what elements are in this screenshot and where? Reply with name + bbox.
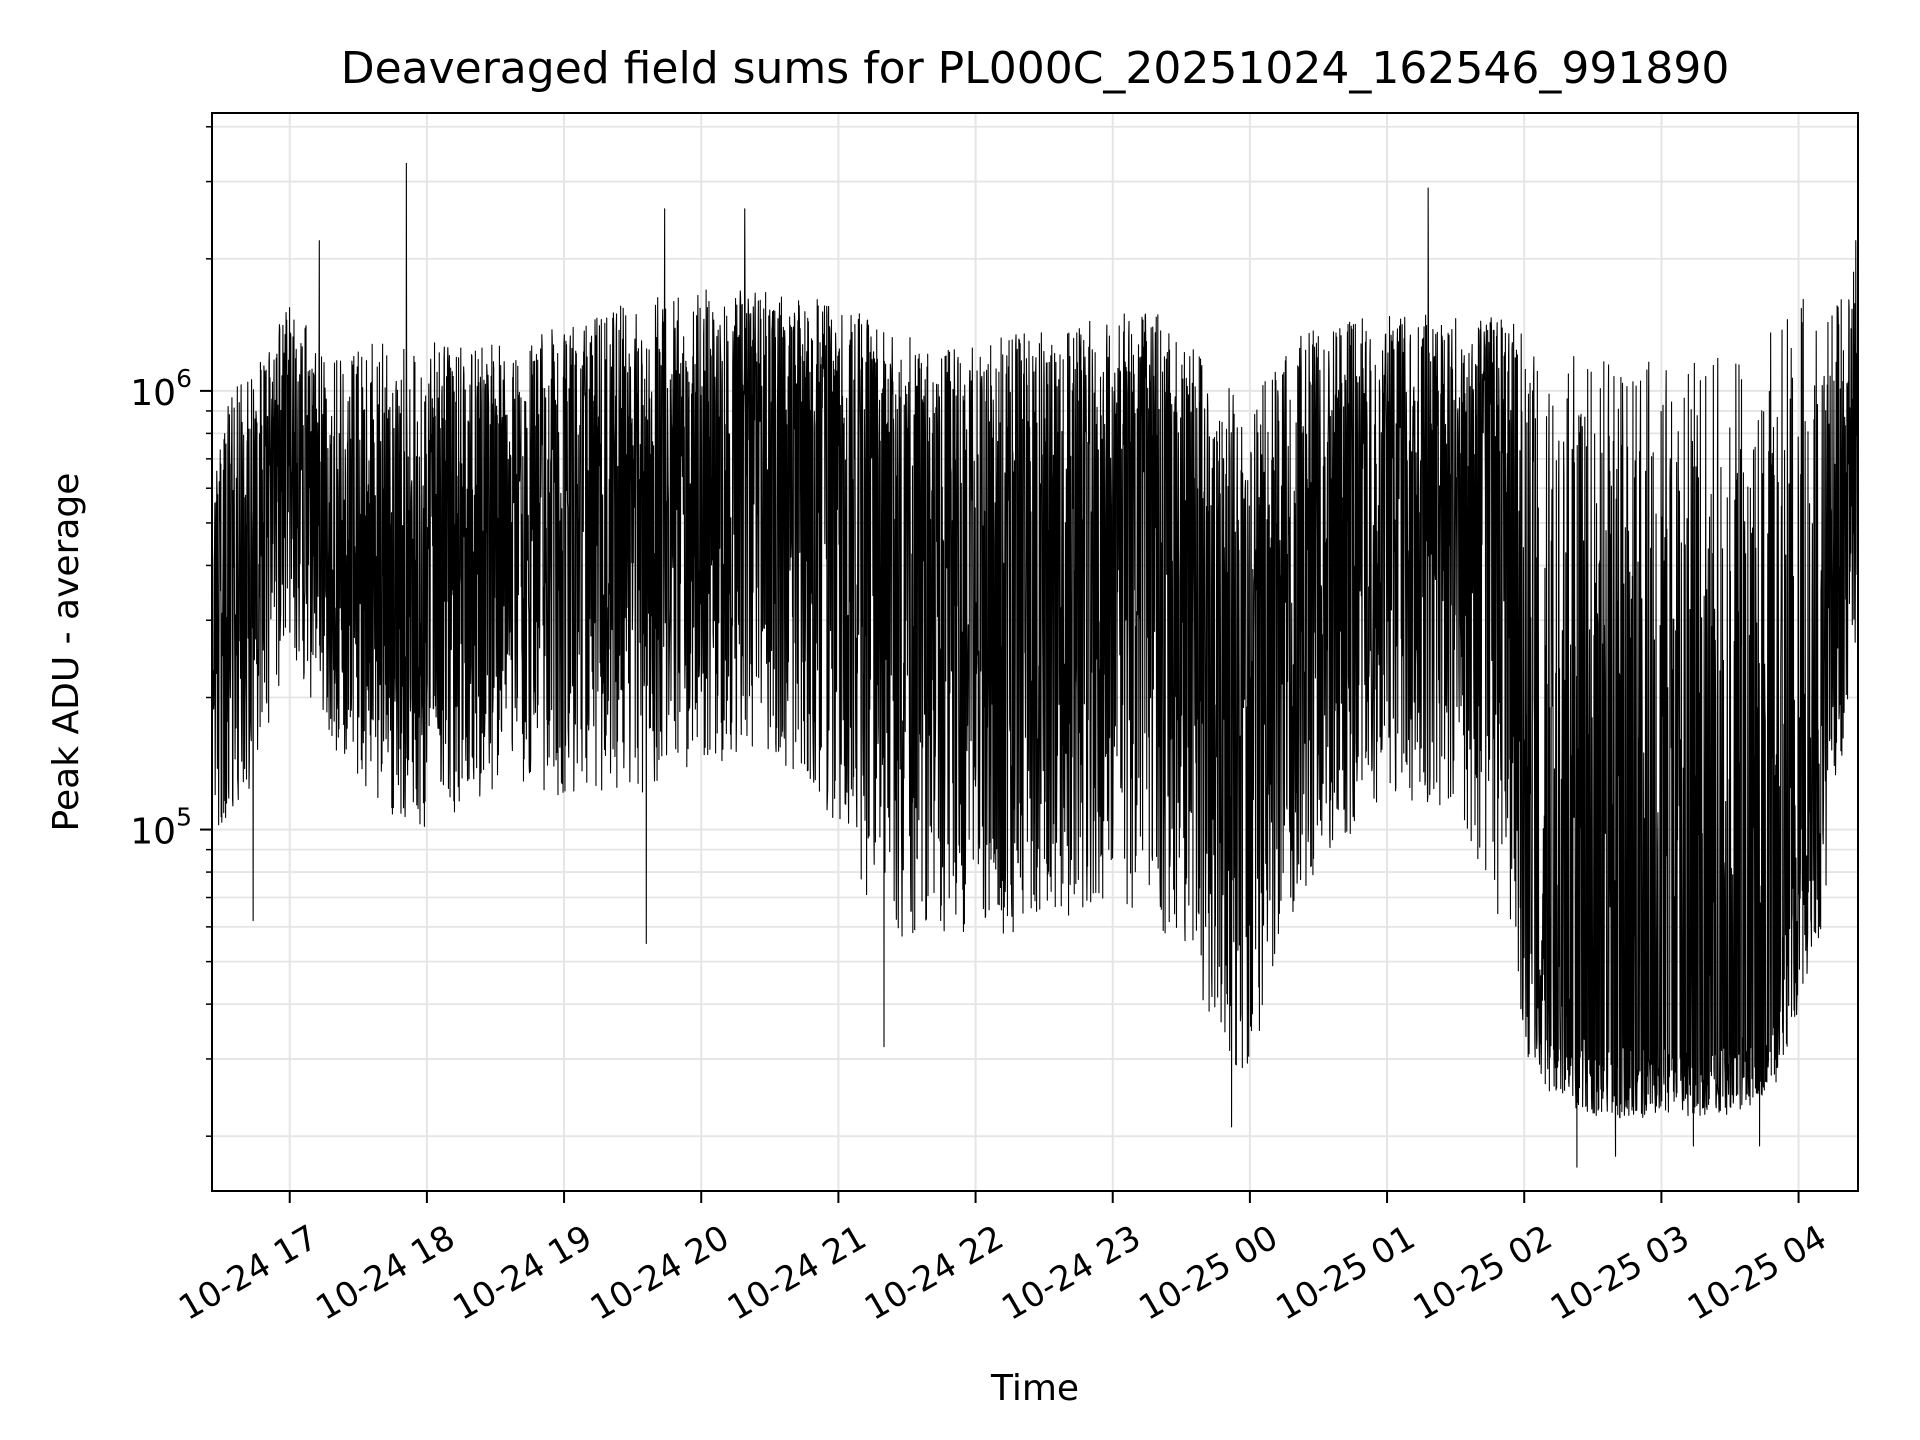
y-axis: 105 106 bbox=[130, 364, 212, 853]
plot-area bbox=[211, 162, 1859, 1168]
y-axis-label: Peak ADU - average bbox=[46, 473, 87, 832]
series-line bbox=[211, 162, 1859, 1168]
plot-frame bbox=[211, 112, 1859, 1192]
chart-title: Deaveraged field sums for PL000C_2025102… bbox=[341, 43, 1730, 94]
y-tick-label: 105 bbox=[130, 803, 192, 853]
y-tick-label: 106 bbox=[130, 364, 192, 414]
x-axis-label: Time bbox=[990, 1368, 1079, 1409]
